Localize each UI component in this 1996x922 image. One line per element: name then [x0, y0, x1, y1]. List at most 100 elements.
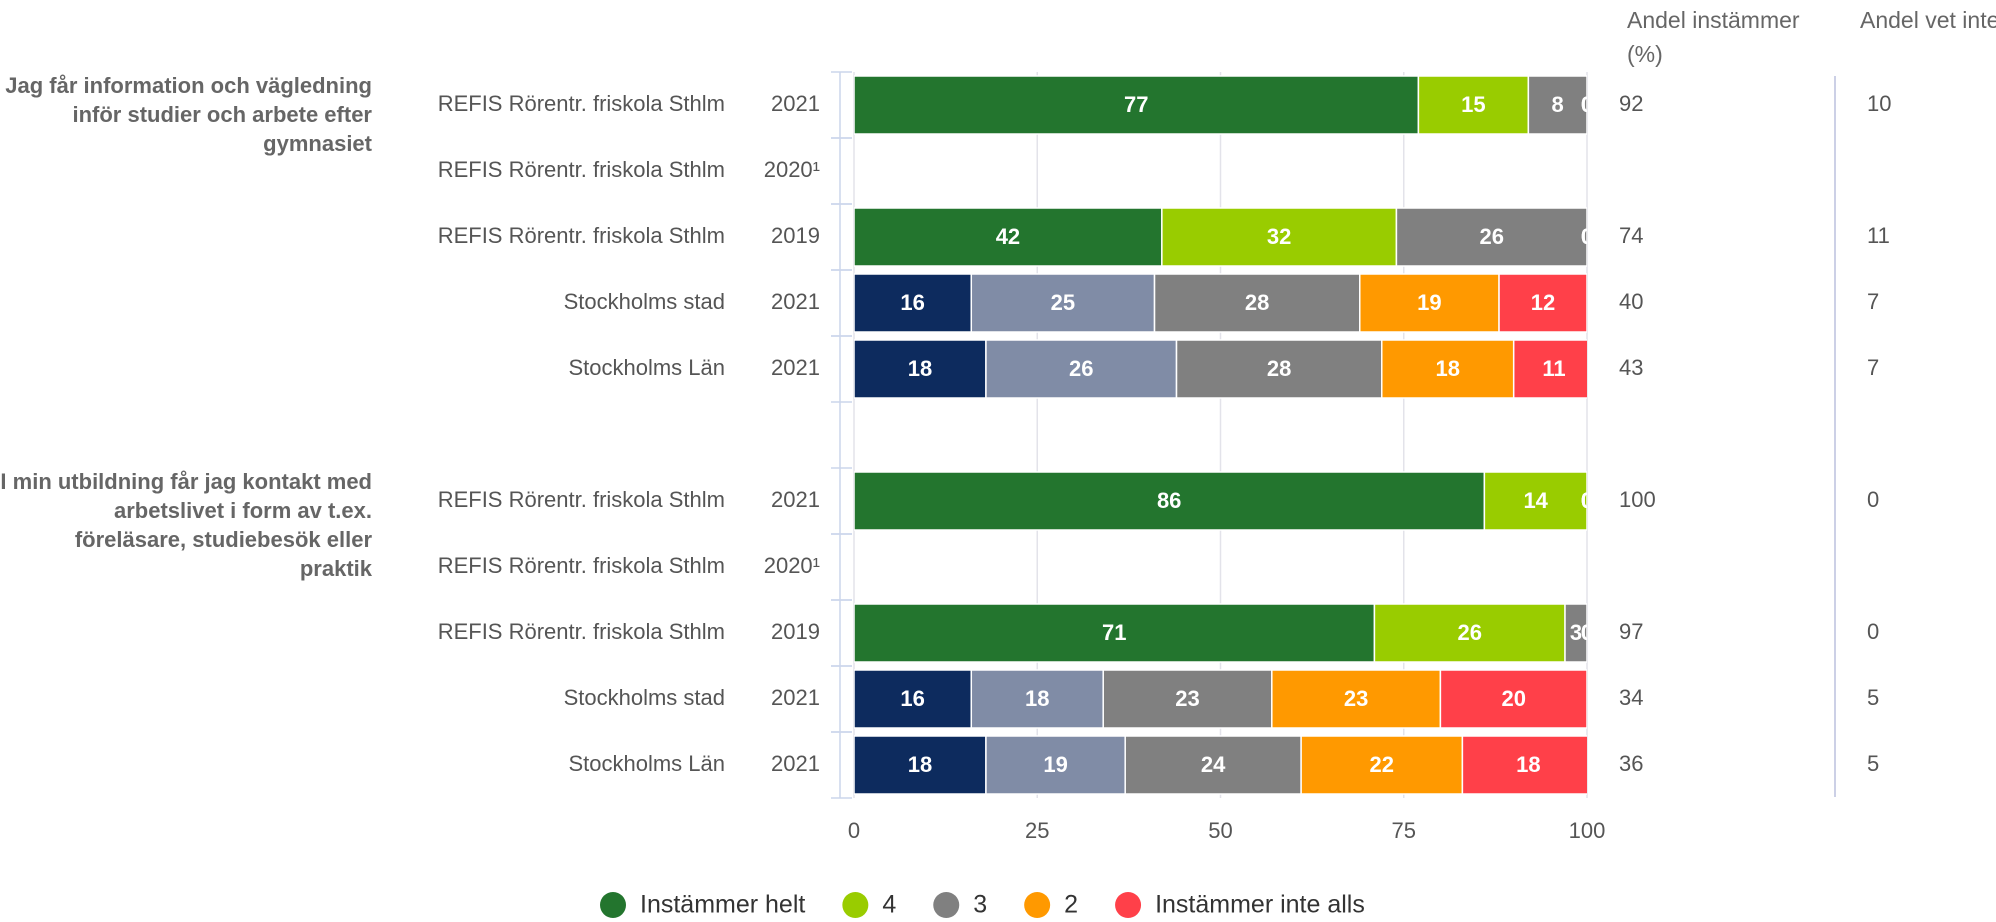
- data-label: 24: [1201, 752, 1226, 777]
- row-label: Stockholms Län: [568, 355, 725, 380]
- data-label: 18: [908, 356, 932, 381]
- data-label: 42: [996, 224, 1020, 249]
- bar-segment: [985, 339, 1178, 399]
- bar-segment: [1271, 669, 1442, 729]
- bar-segment: [1527, 75, 1587, 135]
- row-label: REFIS Rörentr. friskola Sthlm: [438, 619, 725, 644]
- row-year: 2021: [771, 91, 820, 116]
- row-label: REFIS Rörentr. friskola Sthlm: [438, 487, 725, 512]
- agree-value: 34: [1619, 685, 1643, 710]
- row-label: REFIS Rörentr. friskola Sthlm: [438, 157, 725, 182]
- data-label: 23: [1344, 686, 1368, 711]
- column-header: Andel instämmer (%): [1627, 7, 1800, 67]
- column-header: Andel vet inte (%): [1860, 7, 1996, 33]
- data-label: 86: [1157, 488, 1181, 513]
- question-label: I min utbildning får jag kontakt med arb…: [0, 469, 372, 581]
- bar-segment: [970, 669, 1104, 729]
- data-label: 22: [1370, 752, 1394, 777]
- dont-know-value: 7: [1867, 289, 1879, 314]
- data-label: 26: [1479, 224, 1503, 249]
- bar-segment: [1461, 735, 1587, 795]
- data-label: 20: [1501, 686, 1525, 711]
- legend-marker: [1024, 892, 1051, 918]
- row-year: 2020¹: [764, 553, 820, 578]
- data-label: 28: [1267, 356, 1291, 381]
- legend-label: 4: [882, 891, 896, 919]
- dont-know-value: 5: [1867, 751, 1879, 776]
- legend-marker: [842, 892, 869, 918]
- data-label: 14: [1523, 488, 1548, 513]
- bar-segment: [1175, 339, 1383, 399]
- bar-segment: [1483, 471, 1587, 531]
- legend-label: Instämmer inte alls: [1155, 891, 1365, 919]
- dont-know-value: 0: [1867, 487, 1879, 512]
- row-year: 2021: [771, 751, 820, 776]
- x-tick-label: 0: [848, 818, 860, 843]
- row-year: 2021: [771, 355, 820, 380]
- row-label: REFIS Rörentr. friskola Sthlm: [438, 553, 725, 578]
- data-label: 19: [1043, 752, 1067, 777]
- legend-label: Instämmer helt: [640, 891, 805, 919]
- bar-segment: [1512, 339, 1587, 399]
- row-label: Stockholms stad: [564, 685, 725, 710]
- row-year: 2020¹: [764, 157, 820, 182]
- bar-segment: [1417, 75, 1530, 135]
- dont-know-value: 0: [1867, 619, 1879, 644]
- data-label: 71: [1102, 620, 1126, 645]
- data-label: 23: [1175, 686, 1199, 711]
- row-year: 2021: [771, 487, 820, 512]
- data-label: 0: [1581, 488, 1593, 513]
- agree-value: 100: [1619, 487, 1656, 512]
- legend-label: 2: [1064, 891, 1078, 919]
- data-label: 0: [1581, 620, 1593, 645]
- bar-segment: [1381, 339, 1515, 399]
- data-label: 32: [1267, 224, 1291, 249]
- legend-marker: [600, 892, 626, 918]
- bar-segment: [1300, 735, 1464, 795]
- data-label: 0: [1581, 92, 1593, 117]
- bar-segment: [1564, 603, 1587, 663]
- row-label: Stockholms Län: [568, 751, 725, 776]
- bar-segment: [1161, 207, 1398, 267]
- x-tick-label: 50: [1208, 818, 1232, 843]
- data-label: 77: [1124, 92, 1148, 117]
- bar-segment: [854, 471, 1486, 531]
- bar-segment: [854, 75, 1420, 135]
- data-label: 26: [1457, 620, 1481, 645]
- data-label: 12: [1531, 290, 1555, 315]
- bar-segment: [854, 669, 973, 729]
- data-label: 0: [1581, 488, 1593, 513]
- agree-value: 40: [1619, 289, 1643, 314]
- row-label: Stockholms stad: [564, 289, 725, 314]
- bar-segment: [1498, 273, 1587, 333]
- data-label: 0: [1581, 224, 1593, 249]
- data-label: 28: [1245, 290, 1269, 315]
- data-label: 0: [1581, 92, 1593, 117]
- dont-know-value: 10: [1867, 91, 1891, 116]
- dont-know-value: 11: [1867, 223, 1890, 248]
- data-label: 15: [1461, 92, 1485, 117]
- x-tick-label: 25: [1025, 818, 1049, 843]
- agree-value: 36: [1619, 751, 1643, 776]
- data-label: 16: [900, 686, 924, 711]
- data-label: 16: [900, 290, 924, 315]
- agree-value: 97: [1619, 619, 1643, 644]
- x-tick-label: 75: [1392, 818, 1416, 843]
- data-label: 18: [1025, 686, 1049, 711]
- dont-know-value: 7: [1867, 355, 1879, 380]
- bar-segment: [1153, 273, 1361, 333]
- data-label: 26: [1069, 356, 1093, 381]
- data-label: 0: [1581, 224, 1593, 249]
- legend-marker: [1115, 892, 1142, 918]
- bar-segment: [970, 273, 1156, 333]
- dont-know-value: 5: [1867, 685, 1879, 710]
- question-label: Jag får information och vägledning inför…: [5, 73, 372, 156]
- data-label: 18: [1435, 356, 1459, 381]
- row-year: 2019: [771, 223, 820, 248]
- data-label: 0: [1581, 488, 1593, 513]
- bar-segment: [1439, 669, 1587, 729]
- agree-value: 74: [1619, 223, 1643, 248]
- data-label: 18: [908, 752, 932, 777]
- legend-label: 3: [973, 891, 987, 919]
